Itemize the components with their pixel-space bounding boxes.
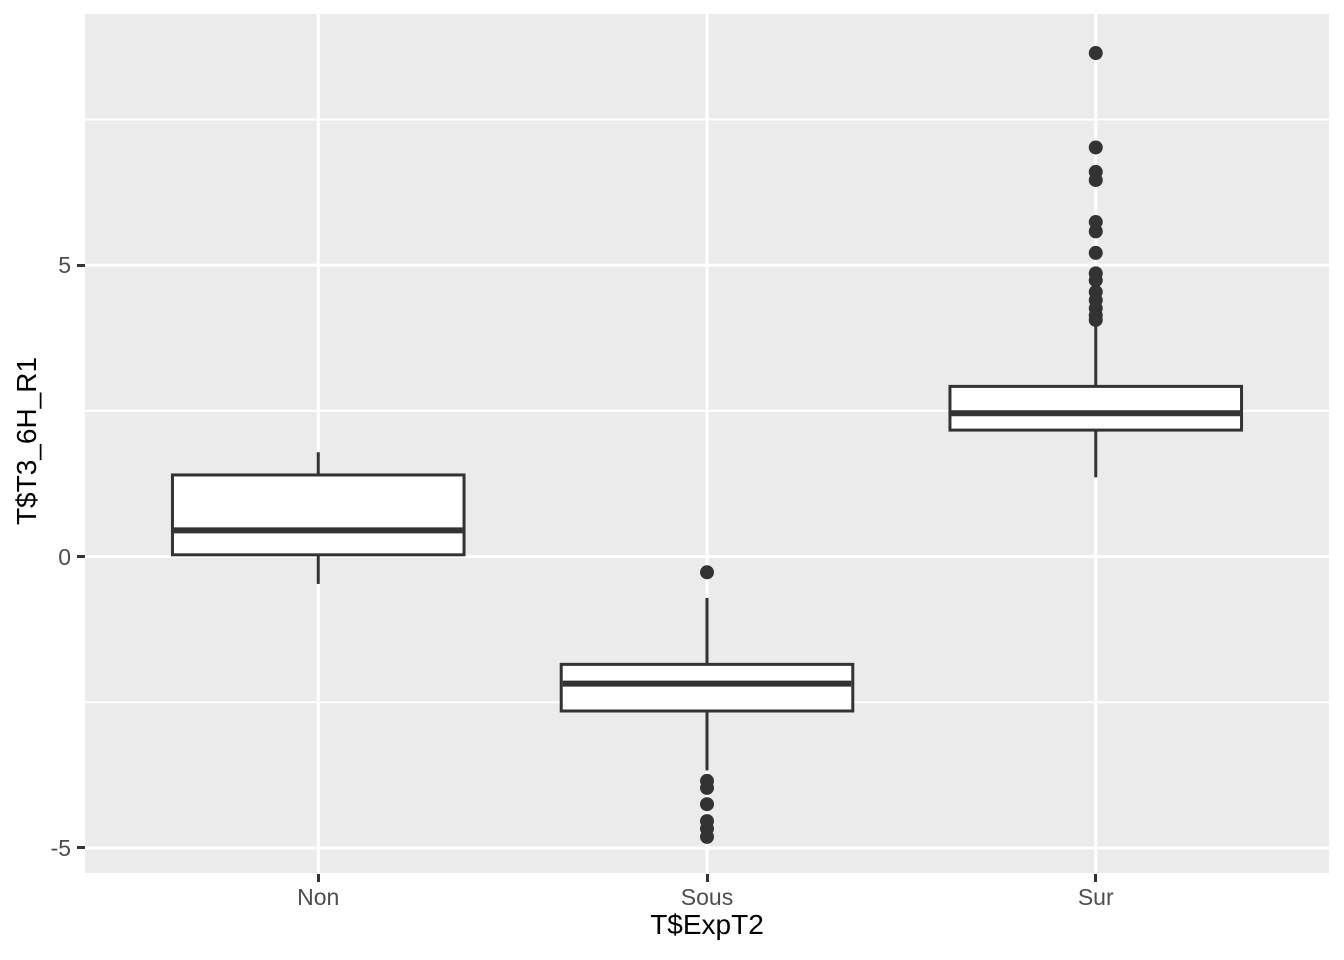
y-tick-label: -5	[50, 834, 71, 861]
outlier-point	[1088, 312, 1103, 327]
x-tick-mark	[316, 874, 320, 882]
outlier-point	[700, 829, 714, 844]
y-tick-mark	[77, 846, 85, 850]
outlier-point	[1088, 173, 1103, 188]
y-tick-label: 0	[58, 543, 71, 570]
outlier-point	[1088, 273, 1103, 288]
x-axis-title: T$ExpT2	[650, 909, 764, 940]
y-tick-mark	[77, 555, 85, 559]
boxplot-canvas	[85, 14, 1329, 873]
x-tick-label: Sous	[680, 884, 734, 910]
outlier-point	[1088, 46, 1103, 61]
outlier-point	[700, 797, 714, 812]
x-tick-label: Non	[297, 884, 340, 910]
plot-panel	[85, 14, 1329, 873]
box-iqr	[170, 473, 466, 557]
y-tick-mark	[77, 263, 85, 267]
x-tick-mark	[705, 874, 709, 882]
x-tick-mark	[1094, 874, 1098, 882]
y-axis-title: T$T3_6H_R1	[11, 356, 42, 526]
box-iqr	[559, 662, 855, 713]
x-tick-label: Sur	[1077, 884, 1114, 910]
outlier-point	[1088, 140, 1103, 155]
outlier-point	[1088, 245, 1103, 260]
box-iqr	[948, 384, 1244, 432]
outlier-point	[700, 565, 714, 580]
outlier-point	[700, 780, 714, 795]
y-tick-label: 5	[58, 252, 71, 279]
outlier-point	[1088, 224, 1103, 239]
